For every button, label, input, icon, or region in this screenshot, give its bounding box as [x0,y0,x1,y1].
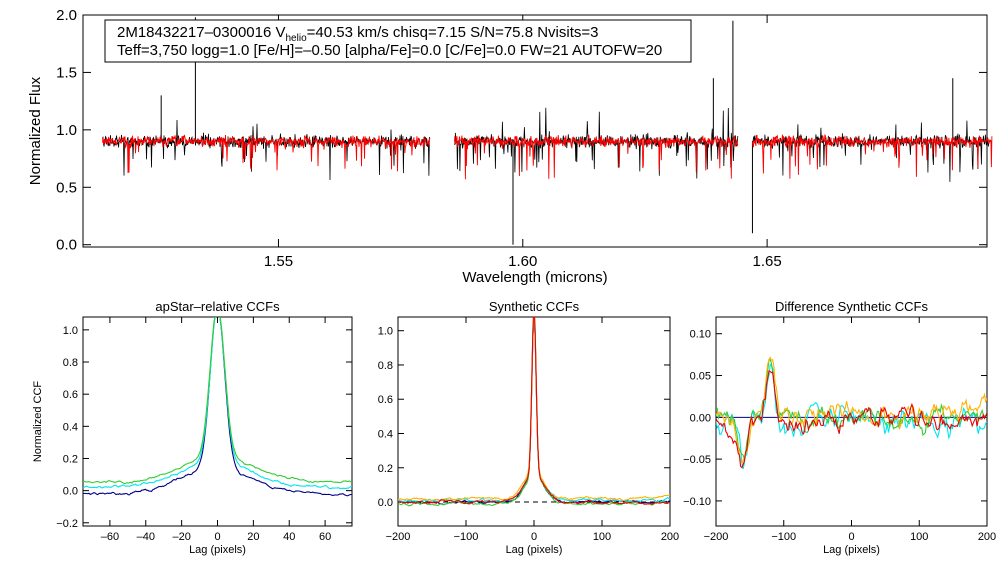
ccf-series-visit-1 [398,317,670,506]
ccf-ytick-label: 0.10 [690,329,711,341]
ccf-xtick-label: −100 [454,531,479,543]
ccf-series-visit-5 [398,317,670,505]
ccf-xtick-label: −200 [704,531,729,543]
ccf-frame [82,316,353,527]
ccf-series-visit-3 [83,317,352,485]
info-box [104,19,692,63]
ccf-ytick-label: 1.0 [63,325,78,337]
spectrum-ytick-label: 2.0 [56,7,77,24]
spectrum-ytick-label: 1.0 [56,122,77,139]
ccf-series-visit-1 [716,363,987,470]
ccf-xtick-label: –20 [172,531,190,543]
ccf-xtick-label: 20 [247,531,259,543]
synthetic-ccf-panel: Synthetic CCFs Lag (pixels) −200 −100 0 100 20… [378,299,679,556]
ccf-series-visit-4 [398,317,670,502]
model-spectrum-segment-2 [453,134,739,180]
ccf-xtick-label: 0 [848,531,854,543]
ccf-ytick-label: −0.2 [56,518,78,530]
info-star: 2M18432217–0300016 V [117,24,286,41]
info-line-2: Teff=3,750 logg=1.0 [Fe/H]=–0.50 [alpha/… [117,42,662,59]
spectrum-xtick-label: 1.65 [753,253,782,270]
observed-spectrum-segment-3 [752,120,993,182]
ccf-series-visit-2 [398,317,670,503]
ccf-xtick-label: 60 [319,531,331,543]
ccf-series-visit-2 [83,317,352,490]
spectrum-panel: 1.55 1.60 1.65 0.0 0.5 1.0 1.5 2.0 Normalized F… [27,7,993,286]
info-rest: =40.53 km/s chisq=7.15 S/N=75.8 Nvisits=… [307,24,599,41]
ccf-series-visit-3 [398,317,670,507]
ccf-ytick-label: 0.0 [378,497,393,509]
spectrum-frame [82,14,988,248]
ccf-xlabel: Lag (pixels) [823,544,880,556]
apstar-ccf-panel: apStar–relative CCFs Lag (pixels) Normaliz… [32,299,353,556]
ccf-xlabel: Lag (pixels) [189,544,246,556]
ccf-series-visit-1 [83,317,352,497]
model-spectrum-segment-1 [102,134,431,174]
ccf-ytick-label: −0.05 [683,454,711,466]
ccf-ytick-label: 0.2 [63,453,78,465]
ccf-ytick-label: −0.10 [683,496,711,508]
ccf-xlabel: Lag (pixels) [506,544,563,556]
ccf-ytick-label: 0.2 [378,463,393,475]
observed-spectrum-segment-1 [102,119,431,181]
ccf-xtick-label: −100 [771,531,796,543]
ccf-ytick-label: 0.6 [63,389,78,401]
ccf-ytick-label: 0.6 [378,394,393,406]
spectrum-ytick-label: 1.5 [56,64,77,81]
ccf-series-group [398,317,670,507]
ccf-xtick-label: –40 [137,531,155,543]
ccf-xtick-label: 100 [593,531,611,543]
ccf-ylabel: Normalized CCF [32,381,44,463]
spectrum-ytick-label: 0.5 [56,179,77,196]
ccf-xtick-label: 0 [214,531,220,543]
ccf-series-group [716,356,987,470]
ccf-xtick-label: −200 [386,531,411,543]
spectrum-ylabel: Normalized Flux [27,76,44,185]
ccf-series-visit-3 [716,356,987,464]
spectrum-xlabel: Wavelength (microns) [462,269,607,286]
ccf-ytick-label: 0.0 [63,486,78,498]
ccf-frame [397,316,671,527]
difference-ccf-panel: Difference Synthetic CCFs Lag (pixels) −20… [683,299,996,556]
ccf-title: Difference Synthetic CCFs [775,299,928,314]
spectrum-xtick-label: 1.55 [264,253,293,270]
spectrum-ticks: 1.55 1.60 1.65 0.0 0.5 1.0 1.5 2.0 [56,7,987,270]
ccf-ytick-label: 0.8 [378,360,393,372]
ccf-xtick-label: 200 [978,531,996,543]
ccf-xtick-label: –60 [101,531,119,543]
ccf-title: apStar–relative CCFs [155,299,280,314]
ccf-ytick-label: 0.05 [690,371,711,383]
ccf-ytick-label: 0.00 [690,412,711,424]
ccf-xtick-label: 0 [531,531,537,543]
ccf-xtick-label: 40 [283,531,295,543]
ccf-ytick-label: 1.0 [378,326,393,338]
ccf-ytick-label: 0.4 [378,428,393,440]
info-sub: helio [286,33,308,44]
spectrum-ytick-label: 0.0 [56,237,77,254]
spectrum-xtick-label: 1.60 [508,253,537,270]
ccf-xtick-label: 100 [910,531,928,543]
ccf-ytick-label: 0.8 [63,357,78,369]
model-spectrum-segment-3 [751,133,993,179]
ccf-ytick-label: 0.4 [63,421,78,433]
ccf-title: Synthetic CCFs [489,299,580,314]
info-line-1: 2M18432217–0300016 Vhelio=40.53 km/s chi… [117,24,598,44]
ccf-series-visit-4 [716,370,987,469]
ccf-xtick-label: 200 [661,531,679,543]
ccf-series-group [83,317,352,497]
